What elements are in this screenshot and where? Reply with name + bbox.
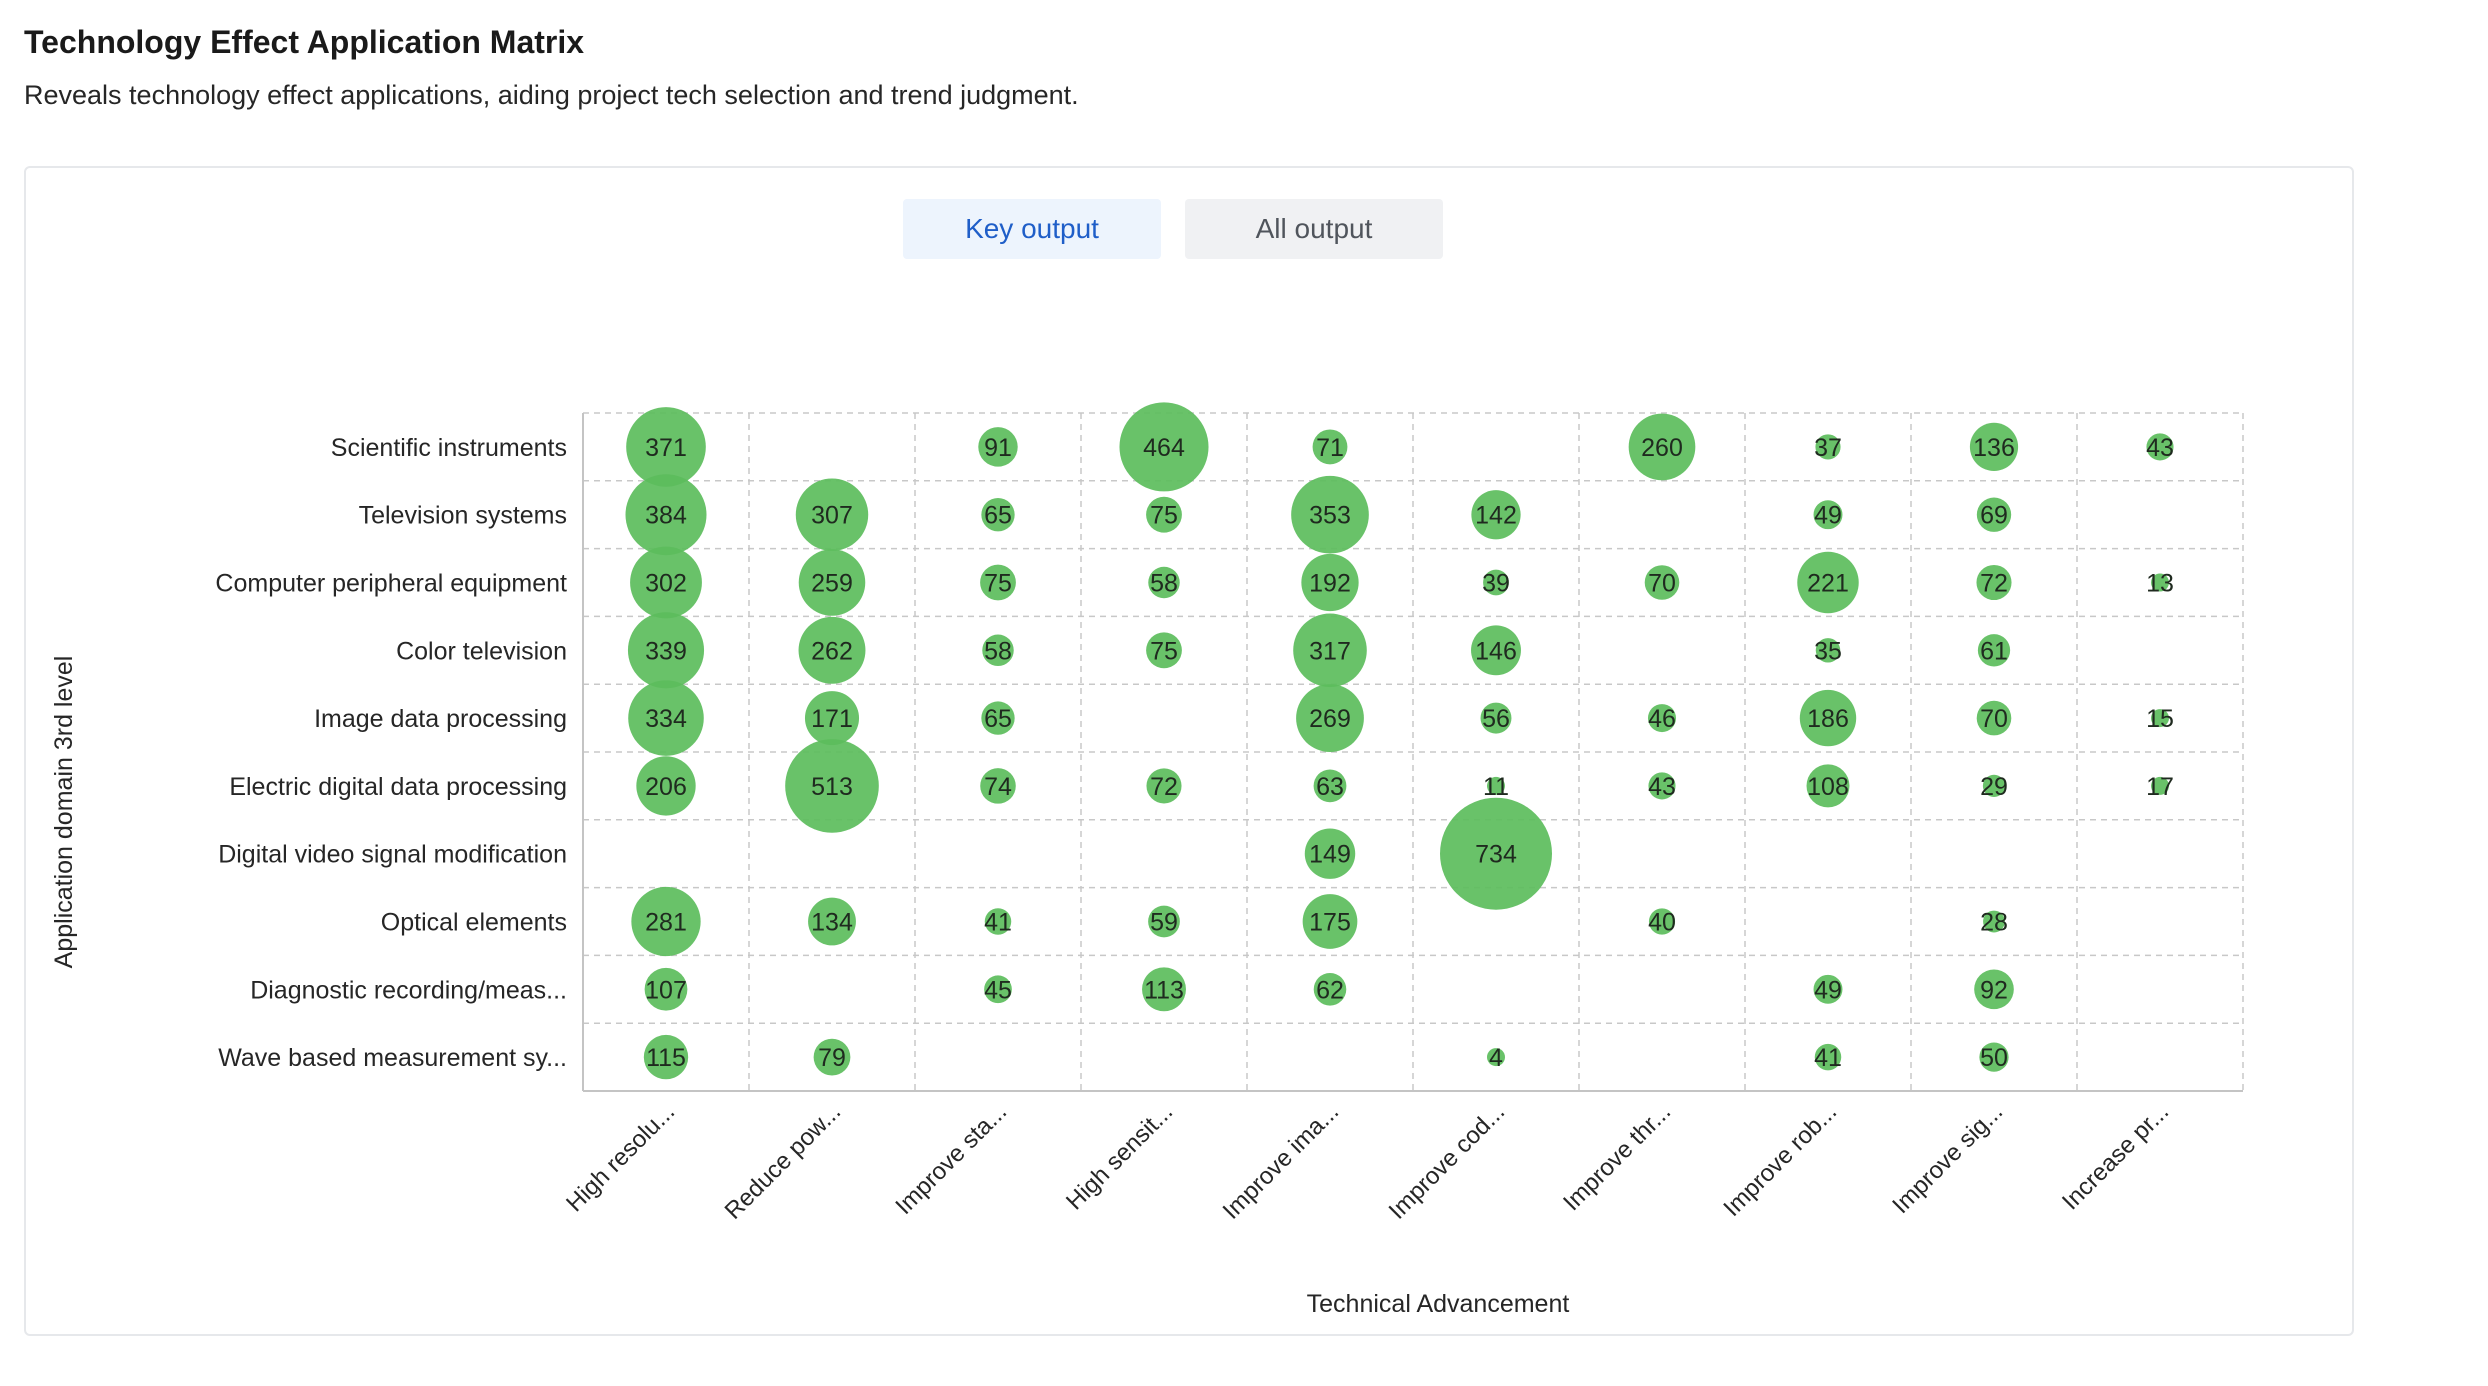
bubble-value-label: 175 (1309, 909, 1351, 937)
x-tick-label: Improve ima... (1218, 1098, 1345, 1225)
bubble-value-label: 269 (1309, 705, 1351, 733)
y-tick-label: Computer peripheral equipment (215, 570, 567, 598)
bubble-value-label: 41 (1814, 1044, 1842, 1072)
bubble-value-label: 136 (1973, 434, 2015, 462)
bubble-value-label: 134 (811, 909, 853, 937)
bubble-value-label: 513 (811, 773, 853, 801)
bubble-value-label: 149 (1309, 841, 1351, 869)
y-tick-label: Scientific instruments (331, 434, 567, 462)
bubble-value-label: 58 (1150, 570, 1178, 598)
bubble-value-label: 71 (1316, 434, 1344, 462)
bubble-value-label: 4 (1489, 1044, 1503, 1072)
bubble-value-label: 142 (1475, 502, 1517, 530)
bubble-value-label: 384 (645, 502, 687, 530)
bubble-value-label: 334 (645, 705, 687, 733)
bubble-value-label: 107 (645, 976, 687, 1004)
bubble-value-label: 50 (1980, 1044, 2008, 1072)
bubble-value-label: 259 (811, 570, 853, 598)
y-tick-label: Digital video signal modification (218, 841, 567, 869)
bubble-value-label: 63 (1316, 773, 1344, 801)
bubble-value-label: 92 (1980, 976, 2008, 1004)
bubble-value-label: 43 (1648, 773, 1676, 801)
bubble-value-label: 35 (1814, 637, 1842, 665)
bubble-value-label: 69 (1980, 502, 2008, 530)
bubble-value-label: 171 (811, 705, 853, 733)
x-tick-label: High resolu... (561, 1098, 680, 1217)
bubble-value-label: 72 (1150, 773, 1178, 801)
bubble-value-label: 17 (2146, 773, 2174, 801)
bubble-value-label: 15 (2146, 705, 2174, 733)
bubble-value-label: 317 (1309, 637, 1351, 665)
y-tick-label: Color television (396, 637, 567, 665)
x-tick-label: Improve sig... (1887, 1098, 2008, 1219)
bubble-value-label: 464 (1143, 434, 1185, 462)
bubble-value-label: 65 (984, 705, 1012, 733)
bubble-value-label: 70 (1980, 705, 2008, 733)
bubble-value-label: 113 (1144, 976, 1184, 1004)
bubble-value-label: 56 (1482, 705, 1510, 733)
bubble-value-label: 49 (1814, 976, 1842, 1004)
bubble-value-label: 49 (1814, 502, 1842, 530)
x-tick-label: Increase pr... (2057, 1098, 2174, 1215)
y-axis-title: Application domain 3rd level (50, 656, 78, 969)
x-tick-label: Improve cod... (1384, 1098, 1511, 1225)
y-tick-label: Optical elements (381, 909, 567, 937)
bubble-value-label: 221 (1807, 570, 1849, 598)
bubble-value-label: 28 (1980, 909, 2008, 937)
bubble-value-label: 260 (1641, 434, 1683, 462)
bubble-value-label: 307 (811, 502, 853, 530)
bubble-value-label: 108 (1807, 773, 1849, 801)
y-tick-label: Diagnostic recording/meas... (250, 976, 567, 1004)
bubble-value-label: 70 (1648, 570, 1676, 598)
y-tick-label: Image data processing (314, 705, 567, 733)
bubble-value-label: 371 (645, 434, 687, 462)
bubble-value-label: 58 (984, 637, 1012, 665)
bubble-value-label: 115 (646, 1044, 686, 1072)
bubble-value-label: 43 (2146, 434, 2174, 462)
bubble-value-label: 91 (984, 434, 1012, 462)
y-tick-label: Electric digital data processing (229, 773, 567, 801)
bubble-value-label: 734 (1475, 841, 1517, 869)
bubble-value-label: 206 (645, 773, 687, 801)
bubble-value-label: 339 (645, 637, 687, 665)
bubble-value-label: 146 (1475, 637, 1517, 665)
bubble-value-label: 41 (984, 909, 1012, 937)
bubble-value-label: 262 (811, 637, 853, 665)
bubble-value-label: 72 (1980, 570, 2008, 598)
y-tick-label: Television systems (359, 502, 567, 530)
bubble-value-label: 37 (1814, 434, 1842, 462)
bubble-value-label: 74 (984, 773, 1012, 801)
x-tick-label: Reduce pow... (720, 1098, 847, 1225)
bubble-value-label: 75 (1150, 637, 1178, 665)
bubble-value-label: 46 (1648, 705, 1676, 733)
bubble-value-label: 353 (1309, 502, 1351, 530)
bubble-value-label: 75 (984, 570, 1012, 598)
bubble-value-label: 302 (645, 570, 687, 598)
bubble-value-label: 61 (1980, 637, 2008, 665)
x-tick-label: High sensit... (1061, 1098, 1178, 1215)
bubble-value-label: 11 (1483, 773, 1509, 801)
x-tick-label: Improve rob... (1718, 1098, 1842, 1222)
bubble-value-label: 186 (1807, 705, 1849, 733)
y-tick-label: Wave based measurement sy... (218, 1044, 567, 1072)
x-tick-label: Improve sta... (890, 1098, 1012, 1220)
x-tick-label: Improve thr... (1558, 1098, 1676, 1216)
bubble-value-label: 62 (1316, 976, 1344, 1004)
bubble-value-label: 79 (818, 1044, 846, 1072)
bubble-value-label: 75 (1150, 502, 1178, 530)
bubble-value-label: 65 (984, 502, 1012, 530)
bubble-value-label: 45 (984, 976, 1012, 1004)
bubble-value-label: 40 (1648, 909, 1676, 937)
bubble-value-label: 39 (1482, 570, 1510, 598)
x-axis-title: Technical Advancement (1307, 1290, 1570, 1318)
bubble-value-label: 281 (645, 909, 687, 937)
bubble-value-label: 192 (1309, 570, 1351, 598)
bubble-value-label: 13 (2146, 570, 2174, 598)
bubble-value-label: 29 (1980, 773, 2008, 801)
bubble-value-label: 59 (1150, 909, 1178, 937)
